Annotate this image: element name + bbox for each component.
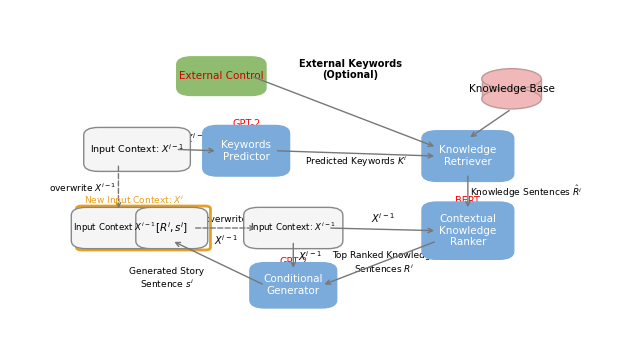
Text: $X^{i-1}$: $X^{i-1}$ [298, 249, 322, 263]
FancyBboxPatch shape [203, 126, 289, 176]
Text: Knowledge Base: Knowledge Base [468, 84, 554, 94]
FancyBboxPatch shape [177, 57, 266, 95]
Text: overwrite $X^{i-1}$: overwrite $X^{i-1}$ [49, 181, 116, 193]
Text: Conditional
Generator: Conditional Generator [264, 274, 323, 296]
Text: $X^{i-1}$: $X^{i-1}$ [371, 211, 394, 225]
Text: Top Ranked Knowledge
Sentences $R^i$: Top Ranked Knowledge Sentences $R^i$ [332, 252, 436, 275]
Text: BERT: BERT [456, 196, 480, 206]
Text: $[R^i, s^i]$: $[R^i, s^i]$ [156, 220, 188, 236]
Text: Knowledge
Retriever: Knowledge Retriever [439, 145, 497, 167]
Text: $X^{i-1}$: $X^{i-1}$ [214, 233, 237, 247]
Text: GPT-2: GPT-2 [279, 257, 307, 267]
FancyBboxPatch shape [71, 207, 158, 249]
Ellipse shape [482, 89, 541, 109]
Text: Knowledge Sentences $\hat{R}^i$: Knowledge Sentences $\hat{R}^i$ [470, 183, 582, 200]
FancyBboxPatch shape [136, 207, 208, 249]
Text: External Keywords
(Optional): External Keywords (Optional) [299, 59, 402, 80]
FancyBboxPatch shape [422, 202, 514, 259]
Text: New Input Context: $X^i$: New Input Context: $X^i$ [84, 194, 184, 208]
Text: Keywords
Predictor: Keywords Predictor [221, 140, 271, 162]
Text: Generated Story
Sentence $s^i$: Generated Story Sentence $s^i$ [129, 267, 204, 290]
Ellipse shape [482, 69, 541, 89]
Text: External Control: External Control [179, 71, 264, 81]
Text: Input Context: $X^{i-1}$: Input Context: $X^{i-1}$ [90, 142, 184, 157]
FancyBboxPatch shape [244, 207, 343, 249]
Text: overwrite: overwrite [204, 215, 247, 224]
Text: GPT-2: GPT-2 [232, 119, 260, 129]
Text: Predicted Keywords $K^i$: Predicted Keywords $K^i$ [305, 155, 407, 169]
FancyBboxPatch shape [422, 131, 514, 181]
FancyBboxPatch shape [84, 127, 190, 171]
Text: Contextual
Knowledge
Ranker: Contextual Knowledge Ranker [439, 214, 497, 247]
Text: Input Context: $X^{i-1}$: Input Context: $X^{i-1}$ [250, 221, 336, 235]
Text: $X^{i-1}$: $X^{i-1}$ [185, 131, 209, 145]
FancyBboxPatch shape [250, 263, 337, 308]
Bar [482, 79, 541, 99]
Text: Input Context $X^{i-1}$: Input Context $X^{i-1}$ [74, 221, 156, 235]
